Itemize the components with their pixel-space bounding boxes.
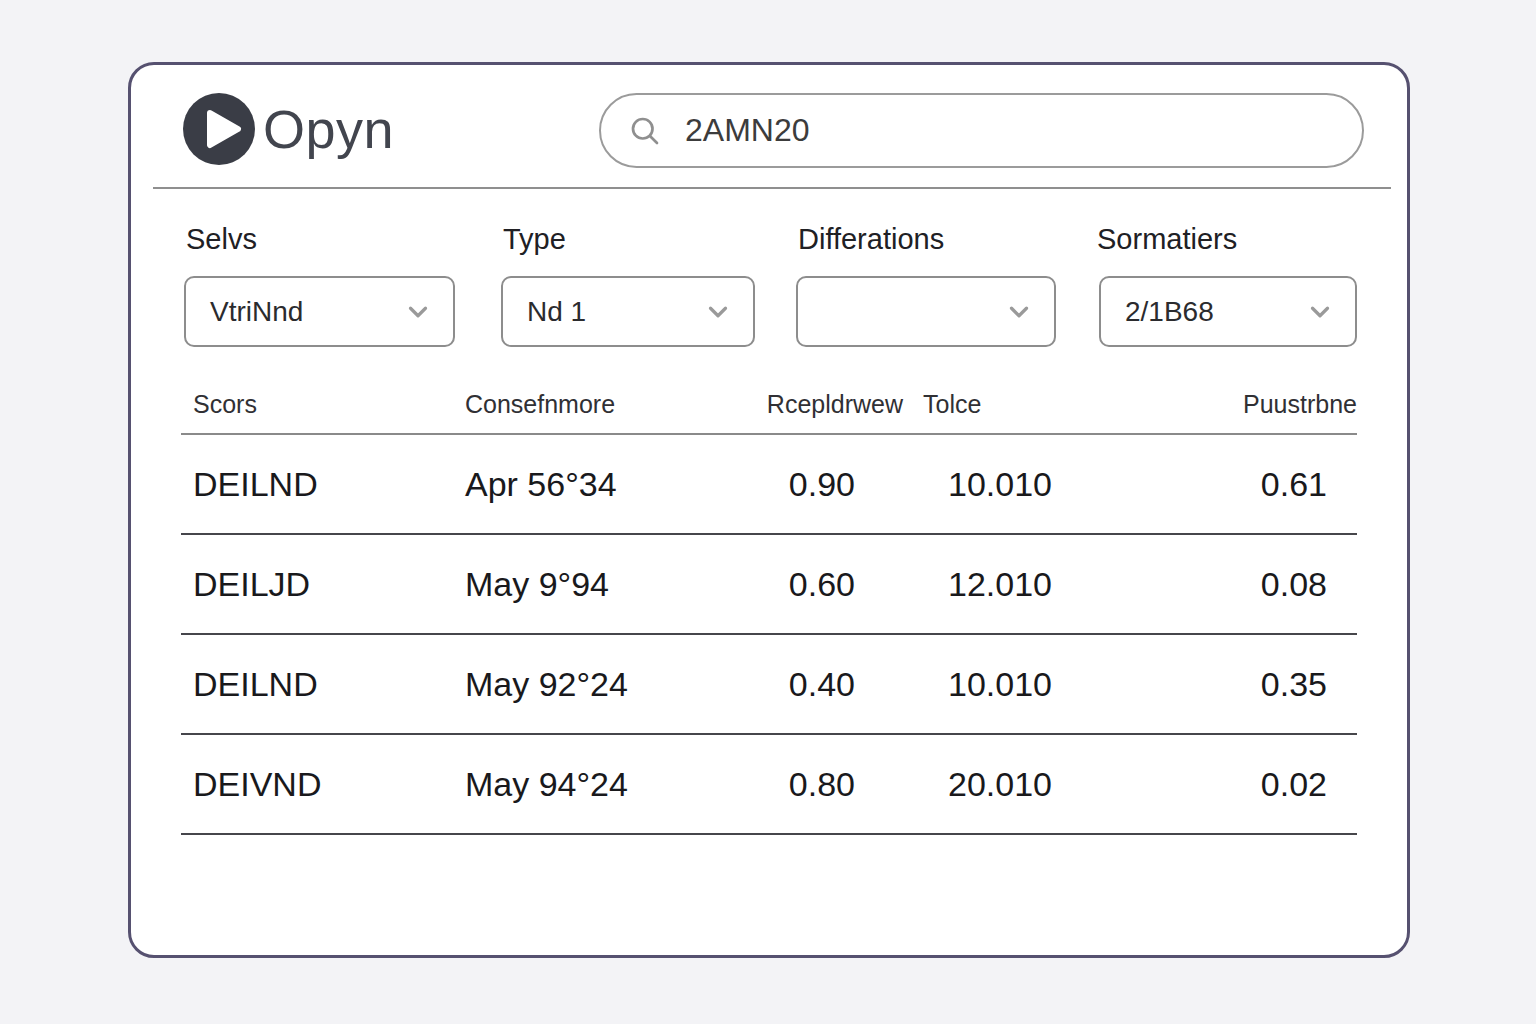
cell-c3: 0.80 (705, 765, 903, 804)
table-row[interactable]: DEILJD May 9°94 0.60 12.010 0.08 (181, 535, 1357, 635)
cell-date: May 92°24 (465, 665, 705, 704)
chevron-down-icon (703, 297, 733, 327)
brand-logo[interactable]: Opyn (183, 93, 394, 165)
cell-status: DEILND (181, 465, 465, 504)
cell-c5: 0.02 (1073, 765, 1357, 804)
filter-label-type: Type (503, 223, 566, 256)
cell-c3: 0.40 (705, 665, 903, 704)
cell-c4: 10.010 (903, 665, 1073, 704)
cell-date: Apr 56°34 (465, 465, 705, 504)
cell-status: DEILJD (181, 565, 465, 604)
status-dropdown[interactable]: VtriNnd (184, 276, 455, 347)
cell-c3: 0.60 (705, 565, 903, 604)
cell-c4: 12.010 (903, 565, 1073, 604)
options-table: Scors Consefnmore Rcepldrwew Tolce Puust… (181, 387, 1357, 835)
table-row[interactable]: DEIVND May 94°24 0.80 20.010 0.02 (181, 735, 1357, 835)
chevron-down-icon (403, 297, 433, 327)
search-input[interactable] (685, 112, 1285, 149)
cell-c4: 20.010 (903, 765, 1073, 804)
type-dropdown[interactable]: Nd 1 (501, 276, 755, 347)
search-bar[interactable] (599, 93, 1364, 168)
cell-c5: 0.61 (1073, 465, 1357, 504)
cell-date: May 94°24 (465, 765, 705, 804)
cell-status: DEILND (181, 665, 465, 704)
play-icon (183, 93, 255, 165)
status-dropdown-value: VtriNnd (210, 296, 303, 328)
chevron-down-icon (1004, 297, 1034, 327)
sort-dropdown[interactable]: 2/1B68 (1099, 276, 1357, 347)
sort-dropdown-value: 2/1B68 (1125, 296, 1214, 328)
cell-c4: 10.010 (903, 465, 1073, 504)
column-header-c3: Rcepldrwew (705, 390, 903, 419)
type-dropdown-value: Nd 1 (527, 296, 586, 328)
table-header-row: Scors Consefnmore Rcepldrwew Tolce Puust… (181, 387, 1357, 435)
table-row[interactable]: DEILND May 92°24 0.40 10.010 0.35 (181, 635, 1357, 735)
main-card: Opyn Selvs Type Differations Sormatiers … (128, 62, 1410, 958)
column-header-status: Scors (181, 390, 465, 419)
brand-name: Opyn (263, 93, 394, 165)
table-row[interactable]: DEILND Apr 56°34 0.90 10.010 0.61 (181, 435, 1357, 535)
cell-c3: 0.90 (705, 465, 903, 504)
cell-c5: 0.35 (1073, 665, 1357, 704)
column-header-c4: Tolce (903, 390, 1073, 419)
filter-label-sort: Sormatiers (1097, 223, 1237, 256)
filter-label-status: Selvs (186, 223, 257, 256)
filter-label-expirations: Differations (798, 223, 944, 256)
column-header-c5: Puustrbne (1073, 390, 1357, 419)
search-icon (627, 113, 663, 149)
header-divider (153, 187, 1391, 189)
expirations-dropdown[interactable] (796, 276, 1056, 347)
column-header-date: Consefnmore (465, 390, 705, 419)
cell-c5: 0.08 (1073, 565, 1357, 604)
chevron-down-icon (1305, 297, 1335, 327)
cell-date: May 9°94 (465, 565, 705, 604)
cell-status: DEIVND (181, 765, 465, 804)
